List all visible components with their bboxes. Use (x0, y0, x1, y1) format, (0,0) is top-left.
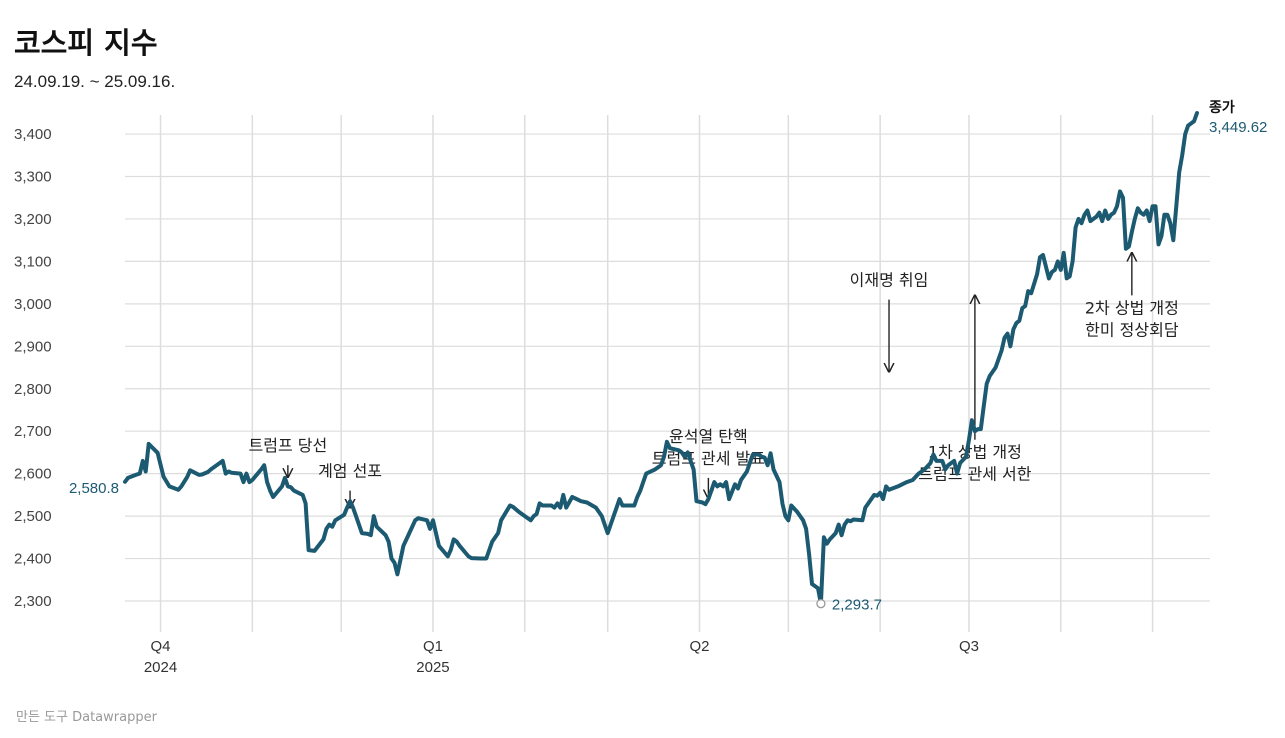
y-tick-label: 2,800 (14, 381, 52, 398)
annotation-label: 계엄 선포 (318, 462, 382, 481)
x-tick-label: Q1 (423, 638, 443, 655)
x-tick-year-label: 2025 (416, 659, 449, 676)
annotation-label: 윤석열 탄핵 (669, 427, 748, 446)
start-value-label: 2,580.8 (69, 480, 119, 497)
annotation-label: 2차 상법 개정 (1085, 298, 1179, 317)
grid-layer (125, 115, 1210, 632)
y-tick-label: 3,100 (14, 253, 52, 270)
y-tick-label: 2,400 (14, 551, 52, 568)
y-tick-label: 2,600 (14, 466, 52, 483)
axis-layer: 2,300 2,400 2,500 2,600 2,700 2,800 2,900 3,000… (14, 126, 979, 676)
series-layer (123, 111, 1199, 606)
kospi-line (123, 111, 1199, 606)
close-value-label: 3,449.62 (1209, 119, 1267, 136)
close-heading-label: 종가 (1209, 100, 1235, 116)
y-tick-label: 3,300 (14, 169, 52, 186)
annotation-label: 트럼프 관세 서한 (918, 465, 1031, 484)
annotation-label: 트럼프 당선 (249, 436, 328, 455)
annotation-label: 1차 상법 개정 (928, 443, 1022, 462)
x-tick-label: Q4 (151, 638, 171, 655)
chart-subtitle: 24.09.19. ~ 25.09.16. (14, 72, 176, 91)
label-layer: 2,580.8 2,293.7 종가 3,449.62 (69, 100, 1267, 614)
y-tick-label: 2,300 (14, 593, 52, 610)
minimum-marker (816, 599, 826, 609)
x-tick-label: Q2 (689, 638, 709, 655)
x-tick-label: Q3 (959, 638, 979, 655)
y-tick-label: 2,900 (14, 338, 52, 355)
footer-credit: 만든 도구 Datawrapper (16, 710, 157, 725)
annotation-label: 이재명 취임 (850, 271, 929, 290)
y-tick-label: 2,500 (14, 508, 52, 525)
y-tick-label: 3,200 (14, 211, 52, 228)
x-tick-year-label: 2024 (144, 659, 177, 676)
y-tick-label: 3,400 (14, 126, 52, 143)
y-tick-label: 2,700 (14, 423, 52, 440)
annotation-label: 한미 정상회담 (1085, 320, 1179, 339)
minimum-value-label: 2,293.7 (832, 597, 882, 614)
chart-title: 코스피 지수 (14, 26, 158, 60)
y-tick-label: 3,000 (14, 296, 52, 313)
